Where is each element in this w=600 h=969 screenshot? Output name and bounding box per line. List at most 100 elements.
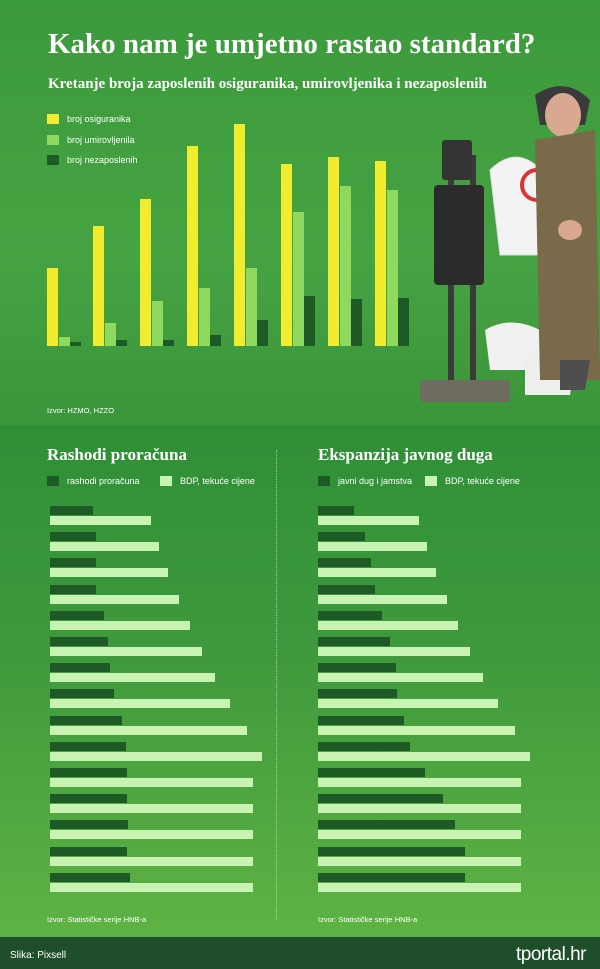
dark-bar [318, 689, 398, 699]
light-bar [318, 516, 420, 525]
dark-bar [318, 637, 391, 646]
left-source: Izvor: Statističke serije HNB-a [47, 915, 147, 924]
dark-bar [318, 794, 444, 804]
bar-2000.-2 [304, 296, 315, 346]
page-subtitle: Kretanje broja zaposlenih osiguranika, u… [48, 76, 487, 92]
legend-label: broj nezaposlenih [67, 155, 138, 165]
light-bar [50, 830, 253, 840]
light-bar [318, 647, 470, 656]
legend-label: BDP, tekuće cijene [445, 476, 520, 486]
bar-1970.-2 [163, 340, 174, 346]
dark-bar [50, 610, 104, 620]
legend-item-rashodi: rashodi proračuna [47, 476, 140, 486]
legend-item-javni-dug: javni dug i jamstva [318, 476, 412, 486]
section-divider [276, 450, 277, 920]
light-bar [50, 620, 191, 630]
section-title-rashodi: Rashodi proračuna [47, 445, 187, 464]
legend-swatch-dark-green [47, 155, 59, 165]
dark-bar [318, 558, 371, 568]
dark-bar [318, 715, 404, 725]
bar-2013.-2 [398, 298, 409, 346]
dark-bar [318, 741, 411, 751]
light-bar [50, 594, 179, 604]
legend-swatch-dark [47, 476, 59, 486]
dark-bar [50, 715, 123, 725]
bar-1970.-1 [152, 301, 163, 346]
bar-1980.-2 [210, 335, 221, 346]
tportal-logo[interactable]: tportal.hr [516, 944, 586, 965]
bar-1990.-0 [234, 124, 245, 346]
legend-label: BDP, tekuće cijene [180, 476, 255, 486]
light-bar [50, 542, 160, 552]
bar-1950.-0 [47, 267, 58, 346]
bar-1960.-2 [116, 339, 127, 346]
page-title: Kako nam je umjetno rastao standard? [48, 28, 536, 60]
legend-swatch-light [160, 476, 172, 486]
bar-2000.-1 [293, 211, 304, 346]
dark-bar [50, 846, 127, 856]
dark-bar [318, 872, 465, 882]
light-bar [318, 830, 521, 840]
legend-item-osiguranika: broj osiguranika [47, 114, 131, 124]
legend-label: broj umirovljenila [67, 135, 135, 145]
light-bar [50, 516, 152, 525]
light-bar [318, 882, 521, 892]
light-bar [50, 725, 247, 735]
legend-label: rashodi proračuna [67, 476, 140, 486]
legend-swatch-light [425, 476, 437, 486]
legend-item-umirovljenika: broj umirovljenila [47, 135, 135, 145]
bar-1980.-0 [187, 145, 198, 346]
bar-2012.-1 [340, 185, 351, 346]
dark-bar [318, 506, 354, 515]
bar-2013.-1 [387, 190, 398, 346]
legend-item-bdp-left: BDP, tekuće cijene [160, 476, 255, 486]
light-bar [50, 751, 262, 761]
section-title-javni-dug: Ekspanzija javnog duga [318, 445, 493, 464]
dark-bar [318, 846, 465, 856]
dark-bar [318, 663, 397, 673]
light-bar [318, 778, 521, 787]
dark-bar [50, 794, 128, 804]
legend-label: javni dug i jamstva [338, 476, 413, 486]
light-bar [50, 804, 253, 814]
dark-bar [318, 584, 376, 594]
right-source: Izvor: Statističke serije HNB-a [318, 915, 418, 924]
bar-1990.-2 [257, 320, 268, 346]
photo-credit: Slika: Pixsell [10, 950, 67, 961]
bar-2000.-0 [281, 164, 292, 346]
dark-bar [50, 506, 94, 515]
legend-swatch-light-green [47, 135, 59, 145]
bar-2013.-0 [375, 161, 386, 346]
light-bar [318, 568, 436, 578]
light-bar [50, 673, 215, 683]
bar-1970.-0 [140, 198, 151, 346]
bar-1990.-1 [246, 267, 257, 346]
light-bar [318, 542, 428, 552]
light-bar [318, 620, 459, 630]
legend-swatch-yellow [47, 114, 59, 124]
light-bar [50, 699, 230, 709]
dark-bar [50, 637, 108, 646]
light-bar [318, 751, 530, 761]
bar-1960.-0 [93, 225, 104, 346]
light-bar [50, 856, 253, 866]
bar-1950.-1 [59, 337, 70, 346]
bar-1950.-2 [70, 342, 81, 346]
dark-bar [50, 663, 110, 673]
legend-swatch-dark [318, 476, 330, 486]
legend-item-nezaposlenih: broj nezaposlenih [47, 155, 138, 165]
legend-item-bdp-right: BDP, tekuće cijene [425, 476, 520, 486]
dark-bar [50, 820, 128, 830]
light-bar [318, 856, 521, 866]
dark-bar [50, 558, 96, 568]
light-bar [50, 778, 253, 787]
light-bar [318, 725, 515, 735]
dark-bar [318, 768, 425, 777]
light-bar [318, 594, 447, 604]
footer-bar [0, 937, 600, 969]
dark-bar [318, 820, 455, 830]
light-bar [318, 673, 483, 683]
bar-2012.-0 [328, 157, 339, 346]
bar-1980.-1 [199, 288, 210, 346]
light-bar [318, 804, 521, 814]
